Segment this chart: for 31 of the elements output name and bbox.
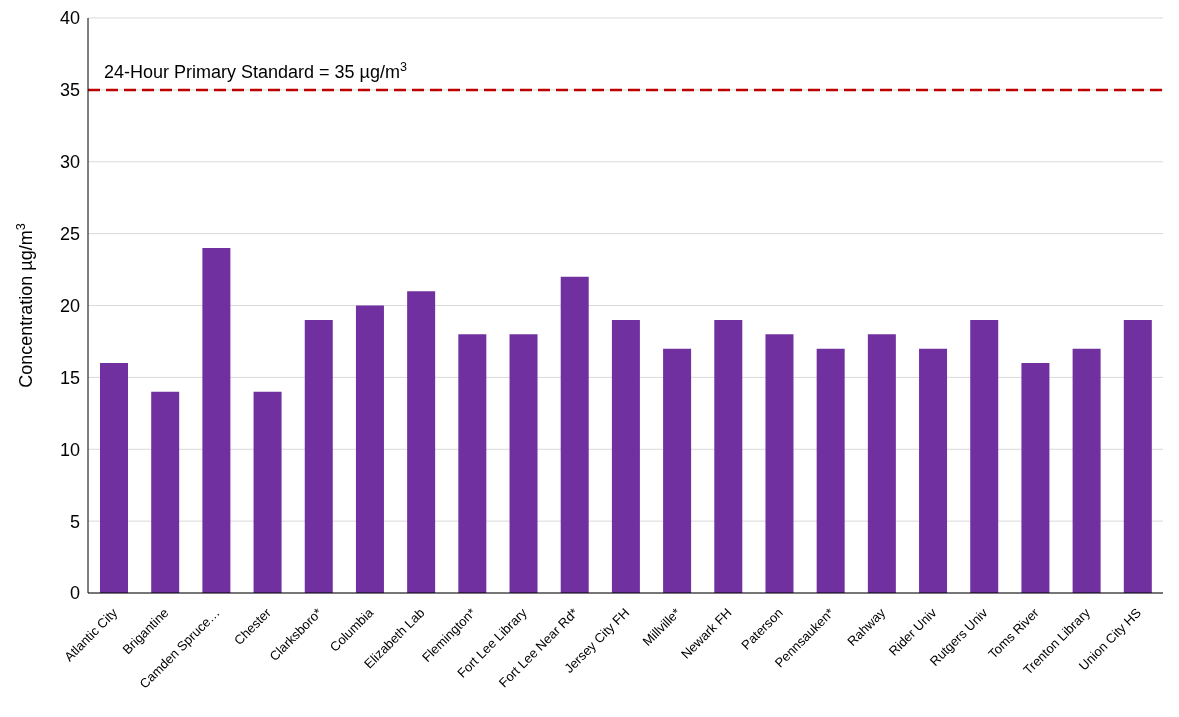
bar	[355, 305, 384, 593]
bar	[663, 348, 692, 593]
y-tick-label: 30	[59, 152, 80, 173]
bar	[1123, 319, 1152, 593]
y-tick-label: 5	[69, 511, 80, 532]
bar	[970, 319, 999, 593]
bar	[714, 319, 743, 593]
bar	[304, 319, 333, 593]
y-tick-label: 25	[59, 224, 80, 245]
bar	[611, 319, 640, 593]
y-tick-label: 0	[69, 583, 80, 604]
bar	[253, 391, 282, 593]
y-tick-label: 10	[59, 439, 80, 460]
bar	[765, 334, 794, 593]
y-tick-label: 40	[59, 8, 80, 29]
y-tick-label: 15	[59, 367, 80, 388]
y-tick-label: 35	[59, 80, 80, 101]
bar	[1072, 348, 1101, 593]
bar	[100, 363, 128, 593]
bar	[1021, 363, 1050, 593]
bar	[458, 334, 487, 593]
bar	[202, 248, 231, 593]
bar	[151, 391, 180, 593]
ref-line-label: 24-Hour Primary Standard = 35 µg/m$^{3}$	[104, 59, 408, 82]
bar	[560, 276, 589, 593]
y-tick-label: 20	[59, 295, 80, 316]
bar	[919, 348, 948, 593]
bar	[509, 334, 538, 593]
bar	[867, 334, 896, 593]
bar	[816, 348, 845, 593]
bar	[407, 291, 436, 593]
